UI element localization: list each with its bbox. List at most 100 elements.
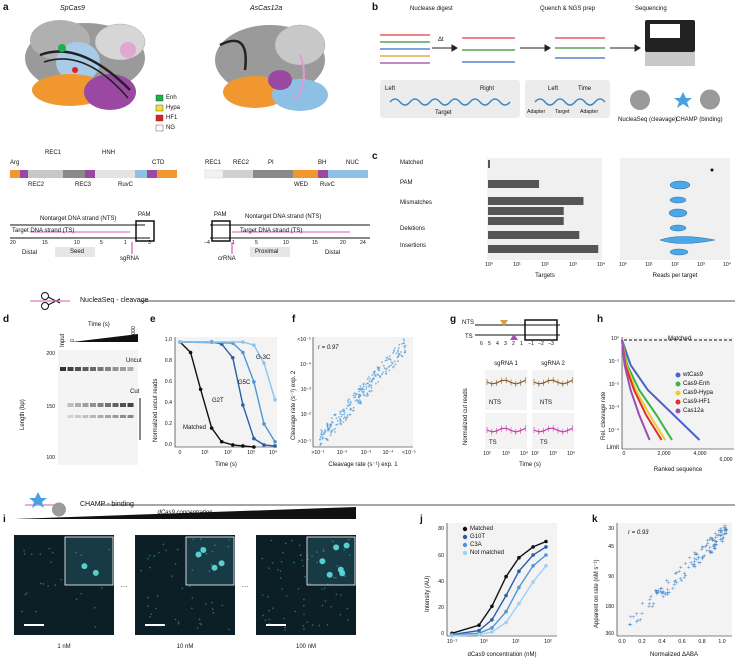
ascas12a-title: AsCas12a [250,5,283,12]
i-bg-spot [279,570,282,572]
f-point [349,400,352,403]
cut-band [90,403,96,407]
f-point [392,351,394,354]
k-point: + [693,565,697,571]
g-col-2: sgRNA 2 [541,361,565,367]
j-point [531,553,535,557]
k-point: + [711,544,715,550]
f-point [364,383,367,386]
g-pos-m2: −2 [538,341,544,347]
f-point [361,388,364,391]
i-bg-spot [228,538,230,541]
e-label-g2t: G2T [212,398,224,404]
d-uncut: Uncut [126,358,142,364]
sp-tick-1: 1 [124,240,127,246]
f-xtick-0: >10⁻¹ [311,450,325,456]
f-point [358,390,361,393]
domain-rec2: REC2 [28,182,45,188]
as-tick-24: 24 [360,240,366,246]
i-bg-spot [321,588,324,590]
j-point [531,545,535,549]
i-bg-spot [304,575,306,578]
k-point: + [714,542,718,548]
i-bg-spot [303,613,305,616]
h-legend-enh: Cas9-Enh [683,381,710,387]
h-xtick-2: 4,000 [693,451,707,457]
f-point [319,438,321,440]
i-bg-spot [39,553,42,556]
i-bg-spot [211,608,214,610]
panel-g-diagram [475,319,560,341]
d-ylabel: Length (bp) [20,399,26,430]
panel-k-axes [616,523,732,637]
j-ytick-60: 60 [438,553,444,559]
i-bg-spot [21,610,23,613]
panel-k-scatter: +++++++++++++++++++++++++ ++++++++ +++++++… [627,524,728,629]
f-ytick-2: 10⁻³ [300,387,311,393]
f-point [329,434,332,437]
domain-rec1: REC1 [45,150,62,156]
f-point [363,394,366,397]
f-point [397,349,400,351]
i-bg-spot [261,557,264,560]
g-nts-2: NTS [540,400,552,406]
f-point [361,390,363,393]
e-point [252,445,256,449]
i-title: dCas9 concentration [157,510,213,516]
f-point [384,359,387,362]
k-point: + [710,536,714,542]
i-inset-spot [333,544,340,551]
j-point [544,539,548,544]
f-point [365,387,368,390]
target-bar [488,160,490,168]
uncut-band [60,367,66,371]
cut-band [105,403,111,407]
domain-hnh: HNH [102,150,115,156]
k-point: + [660,586,664,592]
k-xtick-5: 1.0 [718,639,726,645]
e-ytick-5: 0.0 [164,442,172,448]
h-xtick-1: 2,000 [657,451,671,457]
library-strands [380,34,430,64]
j-ytick-20: 20 [438,605,444,611]
k-point: + [713,531,717,537]
k-point: + [675,571,679,577]
f-point [340,419,342,422]
f-point [339,412,342,415]
i-bg-spot [311,624,314,626]
i-bg-spot [214,544,216,547]
i-bg-spot [309,583,311,585]
k-point: + [683,573,687,579]
i-bg-spot [332,576,335,579]
f-point [354,394,357,397]
f-point [343,409,346,412]
i-bg-spot [147,605,149,608]
i-bg-spot [50,561,52,563]
k-point: + [692,559,696,565]
i-bg-spot [147,596,149,599]
cut-band [67,415,74,418]
cut-band [105,415,111,418]
f-point [398,353,401,356]
k-ytick-360: 360 [605,631,614,637]
i-inset-spot [326,571,333,578]
i-bg-spot [338,584,340,587]
uncut-band [105,367,111,371]
k-point: + [708,551,712,557]
k-point: + [673,578,677,584]
reads-violins [659,168,716,256]
k-point: + [636,618,640,624]
i-bg-spot [302,625,305,627]
h-xtick-3: 6,000 [719,457,733,463]
i-bg-spot [322,550,325,553]
e-label-matched: Matched [183,425,207,431]
i-bg-spot [306,555,309,557]
cut-band [120,415,126,418]
i-bg-spot [162,543,165,546]
f-point [362,383,365,386]
gel [58,334,141,465]
i-bg-spot [284,629,287,631]
e-point [241,350,245,355]
i-bg-spot [344,575,346,577]
f-point [379,376,381,378]
